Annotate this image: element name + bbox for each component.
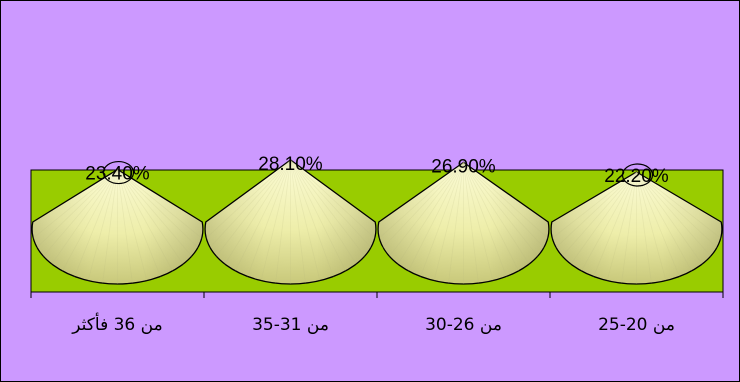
cone-facet: [205, 159, 291, 239]
cone-facet: [378, 162, 464, 239]
cone-facet: [463, 162, 520, 272]
cone-bar: [31, 160, 204, 285]
data-label: 23.40%: [85, 164, 150, 185]
cone-facet: [448, 162, 464, 284]
cone-top-ring: [621, 163, 654, 187]
cone-facet: [36, 169, 118, 249]
cone-facet: [636, 171, 718, 249]
cone-shading: [551, 172, 722, 284]
cone-series: [31, 159, 723, 285]
cone-facet: [117, 169, 193, 257]
cone-facet: [463, 162, 545, 249]
cone-facet: [117, 169, 174, 272]
cone-facet: [74, 169, 118, 277]
cone-top-ring: [102, 160, 135, 185]
cone-facet: [463, 162, 530, 265]
cone-shading: [378, 162, 549, 284]
cone-facet: [606, 171, 637, 281]
cone-bar: [550, 163, 723, 285]
cone-facet: [463, 162, 539, 257]
cone-facet: [117, 169, 161, 277]
category-label: من 31-35: [252, 315, 329, 335]
data-label: 26.90%: [431, 156, 496, 177]
cone-facet: [117, 169, 148, 281]
cone-bar: [377, 161, 550, 285]
cone-facet: [407, 162, 464, 272]
cone-facet: [551, 171, 637, 239]
x-axis-ticks: [30, 292, 724, 298]
cone-facet: [275, 159, 291, 284]
cone-facet: [463, 162, 479, 284]
cone-facet: [382, 162, 464, 249]
data-labels: 22.20% 26.90% 28.10% 23.40%: [85, 154, 669, 187]
cone-facet: [117, 169, 133, 284]
cone-bar: [204, 159, 377, 285]
cone-facet: [621, 171, 637, 284]
category-labels: من 20-25 من 26-30 من 31-35 من 36 فأكثر: [71, 312, 675, 335]
cone-facet: [420, 162, 464, 277]
cone-facet: [290, 159, 334, 277]
cone-facet: [290, 159, 372, 249]
cone-facet: [636, 171, 712, 257]
cone-facet: [570, 171, 637, 265]
cone-facet: [87, 169, 118, 281]
cone-shading: [32, 169, 203, 284]
cone-shading: [205, 159, 376, 284]
cone-facet: [636, 171, 680, 277]
cone-facet: [290, 159, 347, 272]
cone-facet: [234, 159, 291, 272]
cone-facet: [636, 171, 693, 272]
cone-facet: [561, 171, 637, 257]
cone-facet: [51, 169, 118, 265]
cone-facet: [636, 171, 652, 284]
cone-facet: [117, 169, 203, 239]
data-label: 28.10%: [258, 154, 323, 175]
cone-facet: [224, 159, 291, 265]
cone-facet: [61, 169, 118, 272]
category-label: من 26-30: [425, 315, 502, 335]
cone-facet: [397, 162, 464, 265]
cone-facet: [209, 159, 291, 249]
cone-facet: [463, 162, 507, 277]
cone-facet: [117, 169, 184, 265]
cone-facet: [260, 159, 291, 281]
cone-facet: [636, 171, 667, 281]
cone-facet: [580, 171, 637, 272]
cone-facet: [433, 162, 464, 281]
cone-facet: [42, 169, 118, 257]
cone-facet: [555, 171, 637, 249]
cone-facet: [102, 169, 118, 284]
cone-facet: [247, 159, 291, 277]
cone-facet: [636, 171, 722, 239]
cone-facet: [290, 159, 357, 265]
category-label: من 20-25: [598, 315, 675, 335]
category-label: من 36 فأكثر: [71, 312, 162, 335]
cone-facet: [32, 169, 118, 239]
cone-facet: [636, 171, 703, 265]
cone-facet: [290, 159, 366, 257]
cone-facet: [290, 159, 321, 281]
data-label: 22.20%: [604, 166, 669, 187]
cone-facet: [463, 162, 549, 239]
cone-facet: [117, 169, 199, 249]
cone-facet: [593, 171, 637, 277]
cone-facet: [388, 162, 464, 257]
cone-facet: [463, 162, 494, 281]
cone-facet: [215, 159, 291, 257]
cone-facet: [290, 159, 306, 284]
cone-facet: [290, 159, 376, 239]
